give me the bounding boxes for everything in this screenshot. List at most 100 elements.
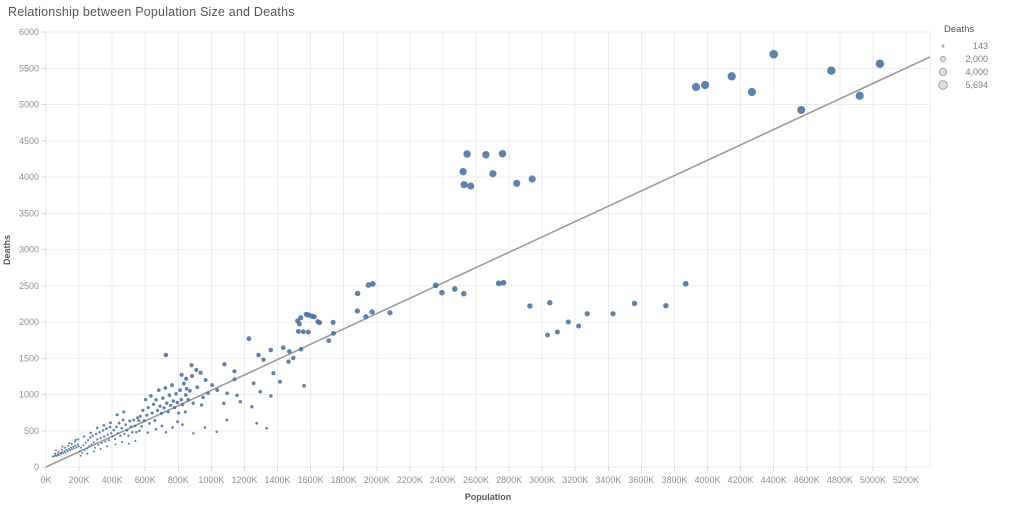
data-point[interactable] <box>727 72 736 81</box>
data-point[interactable] <box>82 444 85 447</box>
data-point[interactable] <box>188 389 192 393</box>
data-point[interactable] <box>84 441 87 444</box>
data-point[interactable] <box>369 309 375 315</box>
data-point[interactable] <box>73 440 76 443</box>
data-point[interactable] <box>54 452 57 455</box>
data-point[interactable] <box>164 430 168 434</box>
data-point[interactable] <box>148 422 151 425</box>
data-point[interactable] <box>141 408 145 412</box>
data-point[interactable] <box>305 329 311 335</box>
data-point[interactable] <box>189 373 195 379</box>
data-point[interactable] <box>69 449 71 452</box>
data-point[interactable] <box>326 338 332 344</box>
data-point[interactable] <box>184 376 189 381</box>
data-point[interactable] <box>158 404 162 408</box>
data-point[interactable] <box>527 303 533 309</box>
data-point[interactable] <box>261 357 266 362</box>
data-point[interactable] <box>222 362 227 367</box>
data-point[interactable] <box>76 443 79 446</box>
data-point[interactable] <box>86 452 89 455</box>
data-point[interactable] <box>169 403 173 408</box>
data-point[interactable] <box>113 437 117 441</box>
data-point[interactable] <box>97 443 100 446</box>
data-point[interactable] <box>528 175 536 183</box>
data-point[interactable] <box>116 432 120 435</box>
data-point[interactable] <box>129 425 133 429</box>
data-point[interactable] <box>94 446 96 449</box>
data-point[interactable] <box>631 300 638 307</box>
data-point[interactable] <box>134 439 137 442</box>
data-point[interactable] <box>104 440 107 443</box>
data-point[interactable] <box>855 91 864 100</box>
data-point[interactable] <box>461 290 467 297</box>
data-point[interactable] <box>459 168 467 176</box>
data-point[interactable] <box>95 426 99 430</box>
data-point[interactable] <box>124 423 128 426</box>
data-point[interactable] <box>63 450 66 453</box>
data-point[interactable] <box>700 80 710 90</box>
legend-item[interactable]: 2,000 <box>936 52 988 65</box>
data-point[interactable] <box>432 282 439 289</box>
data-point[interactable] <box>82 435 86 438</box>
data-point[interactable] <box>363 314 369 320</box>
data-point[interactable] <box>64 446 66 449</box>
data-point[interactable] <box>149 394 153 398</box>
data-point[interactable] <box>154 428 158 431</box>
data-point[interactable] <box>691 82 701 92</box>
data-point[interactable] <box>79 454 82 457</box>
data-point[interactable] <box>311 314 317 320</box>
data-point[interactable] <box>565 319 571 325</box>
data-point[interactable] <box>195 385 200 390</box>
data-point[interactable] <box>183 410 187 414</box>
data-point[interactable] <box>171 426 174 429</box>
data-point[interactable] <box>155 408 160 412</box>
data-point[interactable] <box>57 454 60 456</box>
data-point[interactable] <box>92 441 95 444</box>
data-point[interactable] <box>554 329 560 335</box>
data-point[interactable] <box>140 425 143 428</box>
data-point[interactable] <box>584 311 590 317</box>
data-point[interactable] <box>177 411 181 415</box>
data-point[interactable] <box>142 419 146 423</box>
data-point[interactable] <box>215 388 220 392</box>
data-point[interactable] <box>94 432 98 436</box>
data-point[interactable] <box>369 281 376 287</box>
data-point[interactable] <box>482 150 490 159</box>
data-point[interactable] <box>131 430 134 434</box>
data-point[interactable] <box>827 66 836 75</box>
data-point[interactable] <box>83 449 86 451</box>
data-point[interactable] <box>66 450 69 453</box>
data-point[interactable] <box>176 420 179 424</box>
data-point[interactable] <box>354 290 361 297</box>
data-point[interactable] <box>201 395 205 400</box>
data-point[interactable] <box>70 442 73 445</box>
data-point[interactable] <box>165 401 169 405</box>
data-point[interactable] <box>222 401 226 405</box>
data-point[interactable] <box>235 393 239 398</box>
data-point[interactable] <box>77 438 80 441</box>
data-point[interactable] <box>173 405 177 410</box>
data-point[interactable] <box>215 430 218 433</box>
data-point[interactable] <box>103 435 106 438</box>
data-point[interactable] <box>150 411 154 415</box>
data-point[interactable] <box>181 381 186 386</box>
data-point[interactable] <box>256 352 261 358</box>
data-point[interactable] <box>330 319 336 325</box>
data-point[interactable] <box>86 439 90 442</box>
data-point[interactable] <box>495 280 502 287</box>
data-point[interactable] <box>317 320 323 326</box>
data-point[interactable] <box>179 372 184 377</box>
data-point[interactable] <box>291 355 296 361</box>
data-point[interactable] <box>682 280 689 287</box>
data-point[interactable] <box>576 323 582 329</box>
data-point[interactable] <box>170 383 174 388</box>
data-point[interactable] <box>73 447 76 450</box>
data-point[interactable] <box>191 401 195 405</box>
data-point[interactable] <box>80 446 83 449</box>
data-point[interactable] <box>96 438 99 441</box>
data-point[interactable] <box>203 378 208 382</box>
data-point[interactable] <box>330 330 336 336</box>
data-point[interactable] <box>154 398 158 402</box>
data-point[interactable] <box>269 394 273 398</box>
